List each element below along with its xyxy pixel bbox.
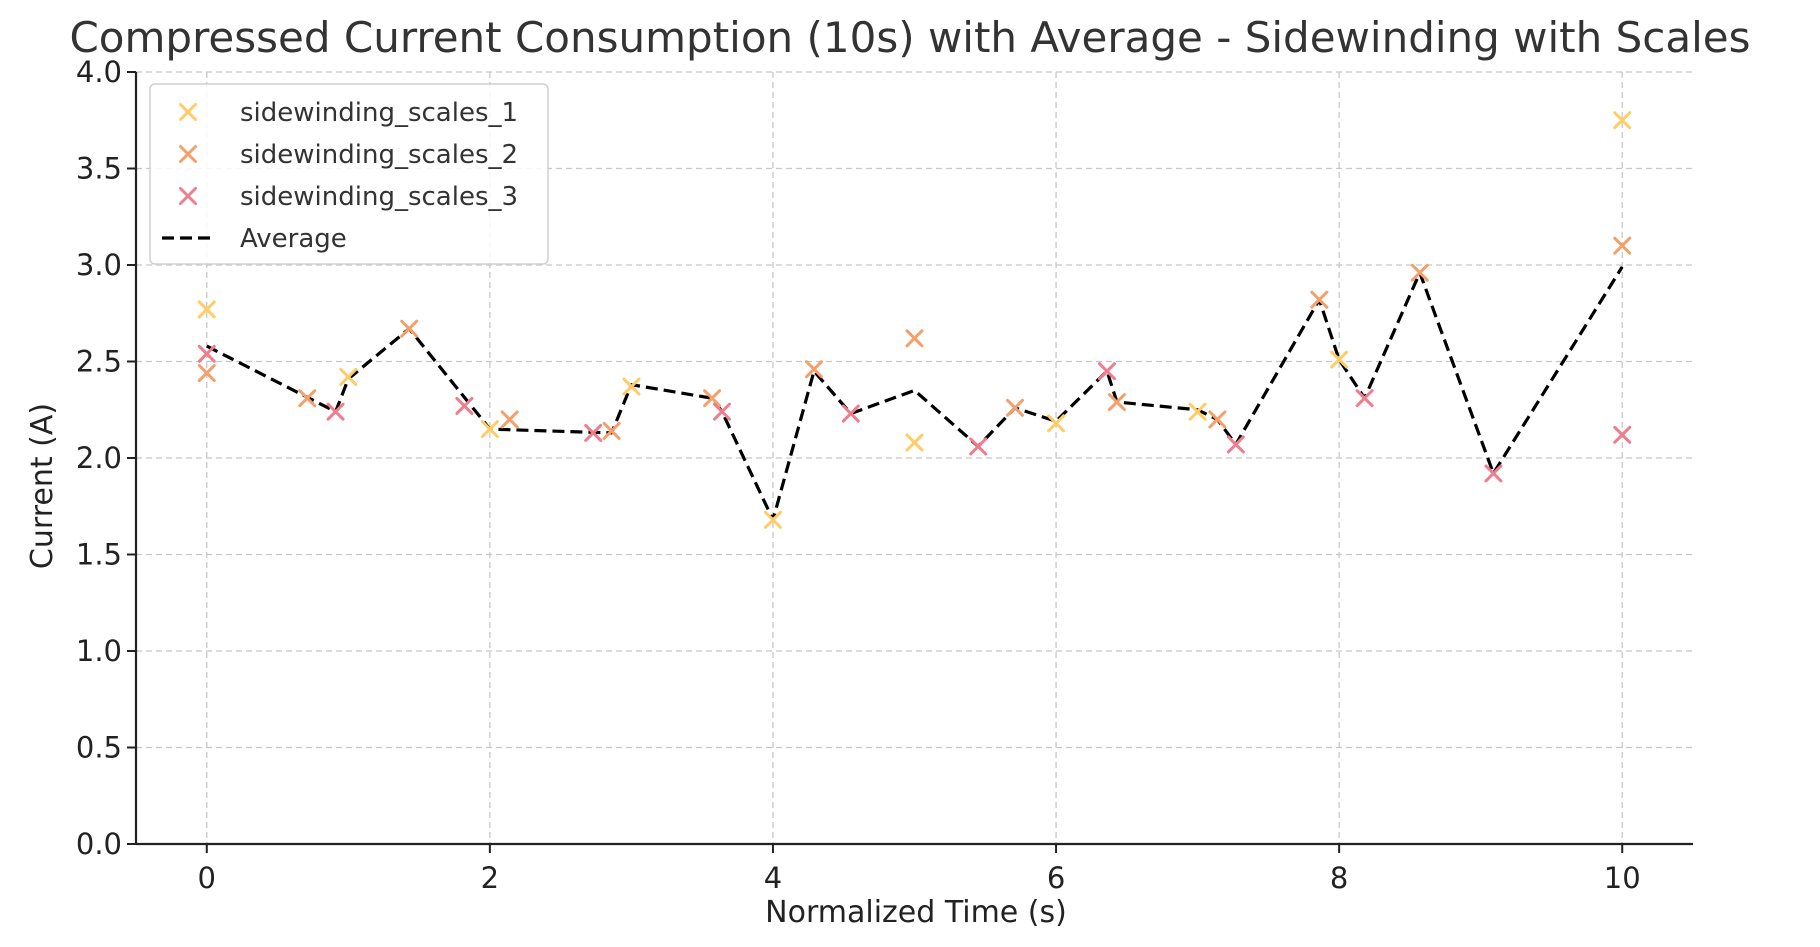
- data-point: [197, 344, 216, 363]
- data-point: [1098, 362, 1116, 381]
- y-tick-label: 1.0: [76, 634, 122, 668]
- data-point: [1613, 236, 1632, 255]
- data-point: [584, 423, 603, 442]
- data-point: [1107, 393, 1126, 412]
- data-point: [339, 367, 358, 386]
- data-point: [712, 402, 731, 421]
- data-point: [298, 389, 317, 408]
- data-point: [969, 437, 988, 456]
- y-tick-label: 1.5: [76, 538, 122, 572]
- y-tick-label: 2.0: [76, 441, 122, 475]
- legend-box: [149, 83, 549, 265]
- y-tick-label: 4.0: [76, 55, 122, 89]
- data-point: [1613, 425, 1632, 444]
- legend-marker-swatch: [179, 103, 197, 121]
- data-point: [1006, 398, 1024, 417]
- legend-label: sidewinding_scales_2: [240, 140, 518, 170]
- data-point: [400, 319, 419, 338]
- legend-label: Average: [240, 224, 347, 254]
- y-tick-label: 0.5: [76, 731, 122, 765]
- data-point: [1330, 350, 1349, 369]
- data-point: [1484, 464, 1503, 483]
- y-tick-label: 0.0: [76, 827, 122, 861]
- average-line-layer: [206, 266, 1624, 522]
- data-point: [622, 377, 641, 396]
- data-point: [703, 389, 722, 408]
- legend-item: Average: [162, 224, 347, 254]
- y-axis-label: Current (A): [25, 403, 60, 569]
- data-point: [602, 421, 621, 440]
- legend-item: sidewinding_scales_2: [179, 140, 518, 170]
- data-point: [197, 300, 216, 319]
- tick-labels: 0 2 4 6 8 10 0.0 0.5 1.0 1.5 2.0 2.5 3.0 3.5 4.0: [76, 55, 1641, 895]
- data-point: [326, 402, 345, 421]
- data-point: [1208, 410, 1227, 429]
- data-point: [1310, 290, 1329, 309]
- data-point: [480, 420, 499, 439]
- axes: [127, 71, 1693, 853]
- legend: sidewinding_scales_1 sidewinding_scales_2…: [149, 83, 549, 265]
- average-line: [206, 266, 1624, 522]
- data-point: [500, 410, 519, 429]
- data-point: [805, 360, 824, 379]
- data-point: [763, 510, 782, 529]
- data-point: [1188, 402, 1207, 421]
- legend-marker-swatch: [179, 187, 197, 205]
- x-tick-label: 2: [481, 861, 499, 895]
- x-tick-label: 10: [1604, 861, 1641, 895]
- y-tick-label: 3.0: [76, 248, 122, 282]
- data-point: [1410, 263, 1429, 282]
- data-point: [905, 433, 924, 452]
- markers-layer: [197, 111, 1632, 529]
- data-point: [841, 404, 860, 423]
- series-2: [197, 236, 1632, 440]
- x-tick-label: 0: [198, 861, 216, 895]
- legend-marker-swatch: [179, 145, 197, 163]
- legend-label: sidewinding_scales_3: [240, 182, 518, 212]
- data-point: [1047, 414, 1066, 433]
- x-tick-label: 8: [1330, 861, 1348, 895]
- grid: [136, 71, 1693, 845]
- data-point: [1226, 435, 1245, 454]
- x-tick-label: 6: [1047, 861, 1065, 895]
- legend-item: sidewinding_scales_3: [179, 182, 518, 212]
- data-point: [197, 364, 216, 383]
- legend-label: sidewinding_scales_1: [240, 98, 518, 128]
- x-axis-label: Normalized Time (s): [765, 895, 1067, 930]
- data-point: [905, 329, 924, 348]
- legend-item: sidewinding_scales_1: [179, 98, 518, 128]
- x-tick-label: 4: [764, 861, 782, 895]
- data-point: [1613, 111, 1632, 130]
- y-tick-label: 2.5: [76, 345, 122, 379]
- y-tick-label: 3.5: [76, 152, 122, 186]
- chart-title: Compressed Current Consumption (10s) wit…: [69, 13, 1750, 62]
- series-3: [197, 344, 1632, 483]
- data-point: [455, 396, 474, 415]
- series-1: [197, 111, 1632, 529]
- data-point: [1355, 389, 1374, 408]
